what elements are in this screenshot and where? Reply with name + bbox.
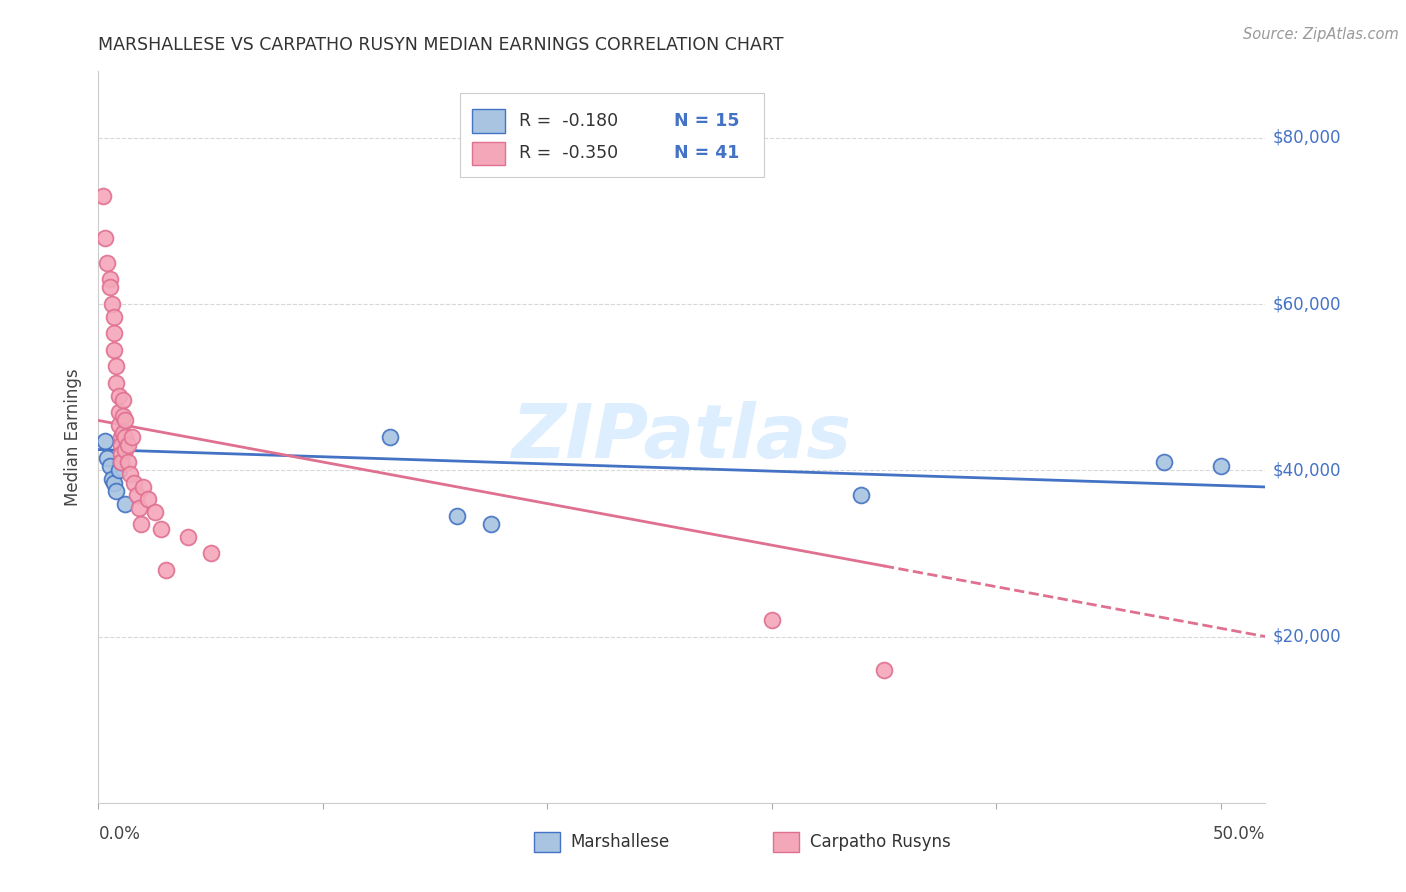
- Text: $20,000: $20,000: [1272, 628, 1341, 646]
- Point: [446, 509, 468, 524]
- Point: [114, 497, 136, 511]
- Text: $80,000: $80,000: [1272, 128, 1341, 147]
- FancyBboxPatch shape: [472, 142, 505, 165]
- Point: [143, 505, 166, 519]
- Point: [128, 500, 150, 515]
- Text: ZIPatlas: ZIPatlas: [512, 401, 852, 474]
- Point: [761, 613, 783, 627]
- Point: [101, 472, 124, 486]
- Point: [105, 484, 128, 499]
- Point: [105, 359, 128, 374]
- FancyBboxPatch shape: [460, 94, 763, 178]
- Text: N = 15: N = 15: [673, 112, 740, 130]
- Point: [114, 430, 136, 444]
- Point: [110, 438, 132, 452]
- Text: Carpatho Rusyns: Carpatho Rusyns: [810, 833, 950, 851]
- Point: [378, 430, 402, 444]
- Point: [121, 430, 143, 444]
- Point: [117, 455, 139, 469]
- Point: [112, 392, 135, 407]
- Point: [117, 438, 139, 452]
- Point: [114, 413, 136, 427]
- Point: [851, 488, 873, 502]
- Point: [114, 442, 136, 457]
- Point: [91, 189, 114, 203]
- Point: [125, 488, 148, 502]
- Point: [105, 376, 128, 390]
- Text: N = 41: N = 41: [673, 145, 740, 162]
- Point: [118, 467, 141, 482]
- Point: [112, 425, 135, 440]
- Point: [96, 255, 118, 269]
- Point: [107, 463, 129, 477]
- Text: Marshallese: Marshallese: [571, 833, 671, 851]
- Point: [1209, 459, 1232, 474]
- Point: [479, 517, 502, 532]
- Point: [103, 310, 125, 324]
- Point: [177, 530, 200, 544]
- Point: [129, 517, 152, 532]
- Point: [136, 492, 159, 507]
- Point: [103, 326, 125, 341]
- Text: Source: ZipAtlas.com: Source: ZipAtlas.com: [1243, 27, 1399, 42]
- Text: MARSHALLESE VS CARPATHO RUSYN MEDIAN EARNINGS CORRELATION CHART: MARSHALLESE VS CARPATHO RUSYN MEDIAN EAR…: [98, 36, 785, 54]
- Point: [103, 343, 125, 357]
- Text: $40,000: $40,000: [1272, 461, 1341, 479]
- Point: [110, 447, 132, 461]
- FancyBboxPatch shape: [472, 110, 505, 133]
- Point: [107, 388, 129, 402]
- Point: [98, 459, 121, 474]
- Point: [132, 480, 155, 494]
- Text: 0.0%: 0.0%: [98, 825, 141, 843]
- Point: [98, 272, 121, 286]
- Point: [94, 434, 117, 449]
- Y-axis label: Median Earnings: Median Earnings: [65, 368, 83, 506]
- Point: [107, 417, 129, 432]
- Point: [107, 405, 129, 419]
- Point: [98, 280, 121, 294]
- Point: [200, 546, 222, 560]
- Point: [1153, 455, 1175, 469]
- Point: [112, 409, 135, 424]
- Point: [110, 455, 132, 469]
- Point: [155, 563, 177, 577]
- Point: [103, 475, 125, 490]
- Text: $60,000: $60,000: [1272, 295, 1341, 313]
- Point: [124, 475, 146, 490]
- Point: [94, 230, 117, 244]
- Text: R =  -0.180: R = -0.180: [519, 112, 617, 130]
- Point: [873, 663, 896, 677]
- Text: 50.0%: 50.0%: [1213, 825, 1265, 843]
- Point: [110, 455, 132, 469]
- Point: [101, 297, 124, 311]
- Point: [110, 430, 132, 444]
- Point: [150, 521, 173, 535]
- Point: [96, 450, 118, 465]
- Text: R =  -0.350: R = -0.350: [519, 145, 617, 162]
